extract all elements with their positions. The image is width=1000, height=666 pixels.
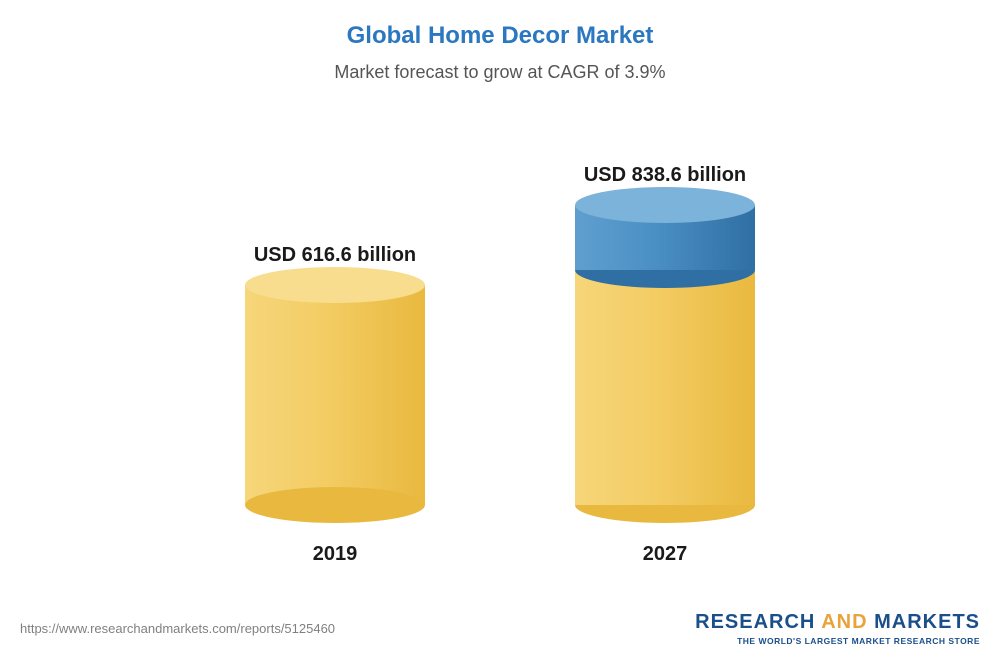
value-label-2019: USD 616.6 billion — [254, 244, 416, 267]
chart-area: USD 616.6 billion 2019 USD 838.6 billion… — [0, 120, 1000, 566]
chart-title: Global Home Decor Market — [0, 0, 1000, 50]
footer: https://www.researchandmarkets.com/repor… — [0, 606, 1000, 666]
source-url: https://www.researchandmarkets.com/repor… — [20, 621, 335, 636]
brand-tagline: THE WORLD'S LARGEST MARKET RESEARCH STOR… — [695, 636, 980, 646]
brand-word-markets: MARKETS — [874, 611, 980, 633]
chart-subtitle: Market forecast to grow at CAGR of 3.9% — [0, 62, 1000, 83]
year-label-2027: 2027 — [643, 543, 688, 566]
brand-logo: RESEARCH AND MARKETS THE WORLD'S LARGEST… — [695, 611, 980, 646]
infographic-container: Global Home Decor Market Market forecast… — [0, 0, 1000, 666]
brand-word-research: RESEARCH — [695, 611, 815, 633]
value-label-2027: USD 838.6 billion — [584, 164, 746, 187]
year-label-2019: 2019 — [313, 543, 358, 566]
cylinder-2027: USD 838.6 billion 2027 — [555, 164, 775, 566]
cylinder-shape-2027 — [575, 205, 755, 505]
brand-name: RESEARCH AND MARKETS — [695, 611, 980, 634]
cylinder-shape-2019 — [245, 285, 425, 505]
brand-word-and: AND — [821, 611, 867, 633]
cylinder-2019: USD 616.6 billion 2019 — [225, 244, 445, 566]
